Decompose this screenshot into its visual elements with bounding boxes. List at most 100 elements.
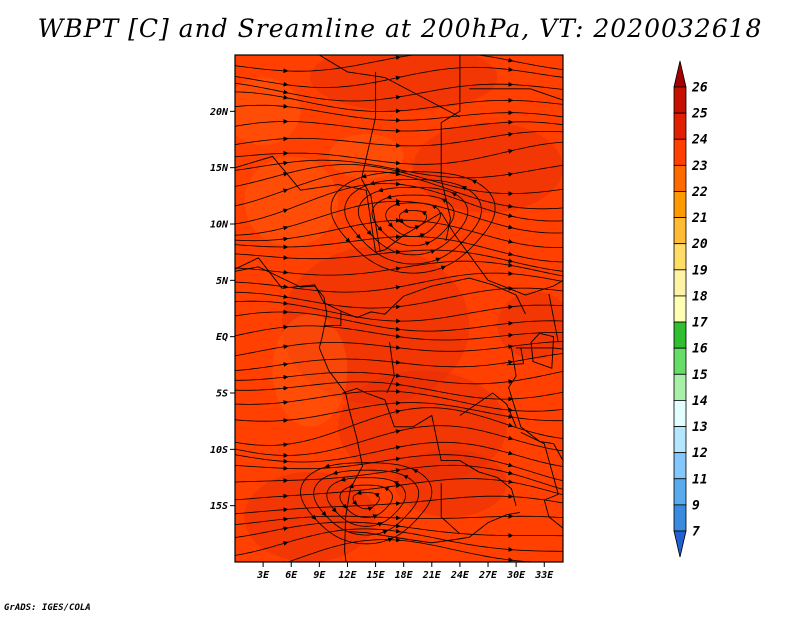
country-border (235, 155, 563, 296)
field-patch-light (235, 77, 301, 146)
streamline-vortex (330, 171, 496, 274)
colorbar-box (673, 217, 687, 245)
field-patch-dark (394, 449, 507, 517)
streamline-arrow (282, 561, 289, 562)
streamline-vortex (313, 469, 420, 536)
x-tick-label: 18E (395, 570, 414, 581)
country-border (440, 483, 461, 535)
colorbar-box (673, 191, 687, 218)
colorbar-label: 24 (691, 133, 708, 148)
y-tick-label: 10N (210, 220, 229, 231)
field-patch-light (272, 314, 348, 427)
country-border (342, 388, 517, 506)
colorbar-boxes (673, 60, 687, 558)
colorbar-label: 18 (692, 289, 708, 304)
y-tick-label: 20N (209, 107, 229, 118)
streamline-vortex (344, 179, 482, 265)
country-border (508, 347, 563, 461)
colorbar-box (673, 373, 687, 401)
colorbar-box (673, 347, 687, 375)
x-tick-label: 30E (506, 570, 526, 581)
field-patch-dark (309, 55, 498, 112)
colorbar-label: 13 (692, 420, 708, 435)
colorbar-box (673, 295, 687, 323)
x-tick-label: 27E (478, 570, 498, 581)
colorbar-box (673, 504, 687, 532)
x-tick-label: 21E (422, 570, 442, 581)
country-border (469, 88, 563, 101)
country-border (386, 342, 395, 394)
x-tick-label: 12E (338, 570, 357, 581)
country-border (324, 310, 342, 326)
west-coastline (235, 266, 363, 562)
colorbar-label: 23 (691, 159, 708, 174)
country-border (361, 71, 381, 253)
colorbar-box (673, 243, 687, 271)
country-border (235, 257, 526, 318)
y-tick-label: 5N (216, 276, 229, 287)
y-tick-label: 15S (210, 501, 228, 512)
streamline-vortex (371, 194, 455, 247)
streamline-vortex (339, 484, 393, 518)
streamline-vortex (385, 202, 441, 238)
country-borders (235, 55, 563, 562)
country-border (520, 431, 563, 529)
x-tick-label: 6E (285, 570, 298, 581)
colorbar-label: 22 (691, 185, 708, 200)
streamline-vortex (326, 477, 407, 527)
colorbar-label: 9 (692, 498, 700, 513)
x-tick-label: 15E (367, 570, 386, 581)
x-tick-label: 33E (534, 570, 554, 581)
colorbar-box (673, 426, 687, 454)
colorbar-label: 11 (692, 472, 708, 487)
colorbar-min-triangle (673, 530, 687, 558)
colorbar-max-triangle (673, 60, 687, 88)
y-tick-label: 5S (216, 389, 228, 400)
country-border (459, 392, 517, 427)
colorbar-label: 12 (692, 446, 708, 461)
country-border (506, 347, 525, 366)
colorbar-box (673, 400, 687, 427)
colorbar-box (673, 138, 687, 166)
country-border (548, 293, 559, 343)
colorbar-box (673, 112, 687, 140)
colorbar: 26 25 24 23 22 21 20 19 18 17 16 15 14 13 12 11 9 7 (673, 60, 708, 558)
colorbar-label: 7 (692, 525, 700, 540)
colorbar-label: 16 (692, 342, 708, 357)
colorbar-box (673, 478, 687, 506)
streamlines (235, 55, 563, 562)
colorbar-label: 20 (691, 237, 708, 252)
country-border (440, 55, 461, 241)
colorbar-label: 19 (692, 263, 708, 278)
colorbar-label: 26 (691, 81, 708, 96)
x-tick-label: 9E (313, 570, 326, 581)
map-plot-area (234, 54, 564, 563)
country-border (319, 55, 461, 118)
colorbar-box (673, 86, 687, 114)
y-tick-label: EQ (216, 332, 228, 343)
colorbar-box (673, 269, 687, 297)
colorbar-box (673, 321, 687, 349)
colorbar-box (673, 164, 687, 192)
field-patch-dark (413, 122, 563, 213)
streamline-vortex (357, 186, 469, 256)
colorbar-label: 21 (691, 211, 708, 226)
map-title: WBPT [C] and Sreamline at 200hPa, VT: 20… (37, 14, 763, 43)
field-patch-light (244, 156, 339, 247)
colorbar-label: 17 (692, 316, 708, 331)
y-tick-label: 15N (210, 163, 229, 174)
colorbar-label: 25 (691, 107, 708, 122)
grads-credit: GrADS: IGES/COLA (4, 603, 91, 613)
colorbar-labels: 26 25 24 23 22 21 20 19 18 17 16 15 14 13 12 11 9 7 (691, 81, 708, 540)
streamline-vortex (300, 462, 433, 545)
colorbar-label: 14 (692, 394, 708, 409)
map-frame (234, 54, 564, 563)
colorbar-label: 15 (692, 368, 708, 383)
colorbar-box (673, 452, 687, 480)
y-tick-label: 10S (210, 445, 228, 456)
lake-victoria (530, 332, 555, 369)
x-tick-label: 24E (450, 570, 470, 581)
country-border (347, 511, 520, 544)
x-tick-label: 3E (256, 570, 270, 581)
